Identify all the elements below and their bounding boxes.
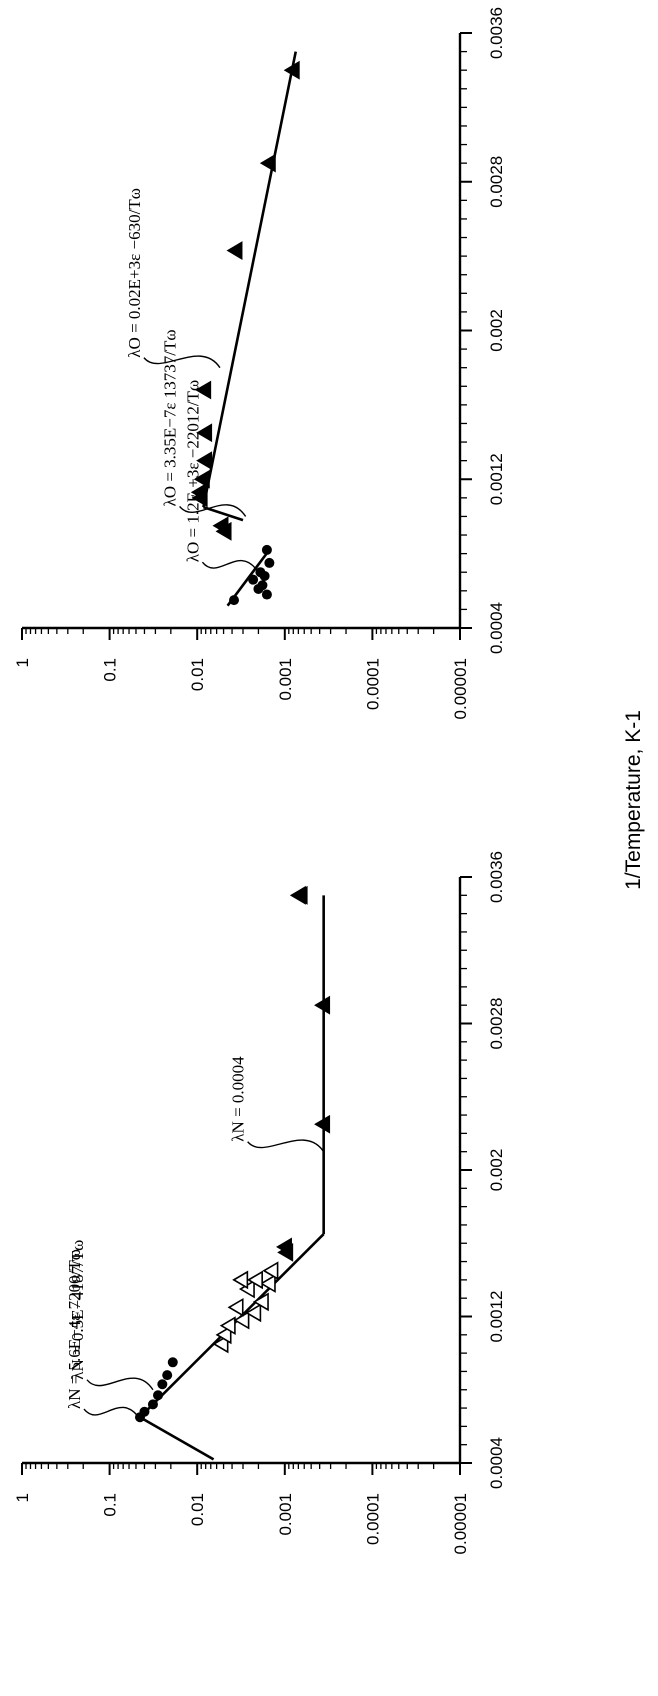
x-tick-label: 0.0004	[487, 602, 506, 654]
fit-line	[202, 51, 298, 508]
data-point	[153, 1390, 164, 1401]
fit-line	[139, 1416, 215, 1461]
data-point	[162, 1370, 173, 1381]
data-point	[283, 60, 300, 80]
x-tick-label: 0.0028	[487, 156, 506, 208]
data-point	[195, 380, 212, 400]
data-point	[215, 1325, 232, 1345]
data-point	[275, 1237, 292, 1257]
data-point	[219, 1316, 236, 1336]
data-point	[226, 241, 243, 260]
chart-oxygen: 0.0004 0.0012 0.002 0.0028 0.0036 1 0.1 0.01 0.0…	[13, 7, 506, 719]
data-point	[212, 516, 229, 536]
annotation-label: λN = 5.6E−4ε 7200/Tω	[65, 1249, 84, 1409]
x-tick-label: 0.002	[487, 309, 506, 352]
data-point	[255, 567, 266, 578]
y-tick-label: 0.001	[276, 658, 295, 701]
data-point	[246, 1270, 263, 1290]
annotation-leader	[247, 1139, 325, 1153]
annotation-label: λO = 3.35E−7ε 13737/Tω	[161, 329, 180, 506]
y-tick-label: 0.0001	[363, 658, 382, 710]
data-point	[261, 589, 272, 600]
data-point	[264, 557, 275, 568]
annotation-label: λN = 0.5E−4187/Tω	[68, 1240, 87, 1380]
y-tick-label: 1	[13, 1493, 32, 1502]
data-point	[212, 1334, 229, 1354]
y-tick-label: 0.00001	[451, 658, 470, 719]
y-tick-label: 0.01	[188, 1493, 207, 1526]
data-point	[314, 1114, 331, 1134]
y-tick-label: 0.0001	[363, 1493, 382, 1545]
annotation-leader	[86, 1377, 154, 1391]
y-tick-label: 0.1	[101, 658, 120, 682]
x-tick-label: 0.0036	[487, 7, 506, 59]
y-tick-label: 0.00001	[451, 1493, 470, 1554]
data-point	[259, 153, 276, 173]
data-point	[257, 580, 268, 591]
y-tick-label: 1	[13, 658, 32, 667]
data-point	[314, 995, 331, 1015]
data-point	[147, 1399, 158, 1410]
data-point	[248, 574, 259, 585]
x-tick-label: 0.0012	[487, 453, 506, 505]
annotation-leader	[179, 504, 247, 517]
annotation-leader	[83, 1406, 141, 1420]
data-point	[262, 1261, 279, 1281]
annotation-label: λO = 1.2E +3ε −22012/Tω	[183, 380, 202, 562]
data-point	[252, 1292, 269, 1312]
data-point	[227, 1297, 244, 1317]
data-point	[232, 1270, 249, 1290]
data-point	[193, 469, 210, 489]
x-tick-label: 0.002	[487, 1149, 506, 1192]
data-point	[157, 1379, 168, 1390]
data-point	[289, 885, 306, 905]
x-tick-label: 0.0012	[487, 1291, 506, 1343]
data-point	[245, 1303, 262, 1323]
x-tick-label: 0.0036	[487, 851, 506, 903]
annotation-leader	[143, 355, 221, 369]
x-tick-label: 0.0028	[487, 998, 506, 1050]
x-tick-label: 0.0004	[487, 1437, 506, 1489]
data-point	[233, 1310, 250, 1330]
data-point	[167, 1357, 178, 1368]
y-tick-label: 0.001	[276, 1493, 295, 1536]
data-point	[196, 451, 213, 471]
data-point	[259, 1274, 276, 1293]
data-point	[190, 482, 207, 502]
annotation-label: λO = 0.02E+3ε −630/Tω	[125, 188, 144, 358]
chart-nitrogen: 0.0004 0.0012 0.002 0.0028 0.0036 1 0.1 0.01 0.0…	[13, 851, 506, 1554]
y-tick-label: 0.01	[188, 658, 207, 691]
annotation-leader	[201, 559, 260, 573]
y-tick-label: 0.1	[101, 1493, 120, 1517]
data-point	[196, 423, 213, 443]
data-point	[139, 1406, 150, 1417]
fit-line	[202, 505, 244, 522]
data-point	[261, 544, 272, 555]
x-axis-title: 1/Temperature, K-1	[622, 710, 645, 890]
annotation-label: λN = 0.0004	[229, 1056, 248, 1142]
data-point	[229, 595, 240, 606]
